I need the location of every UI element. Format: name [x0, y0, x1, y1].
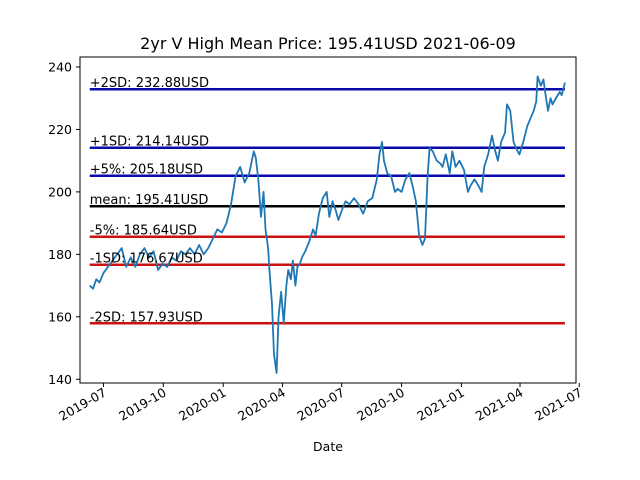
reference-line-label: -5%: 185.64USD	[90, 224, 197, 239]
series-layer	[89, 75, 566, 374]
price-series-line	[89, 75, 566, 374]
y-tick-label: 160	[48, 309, 72, 324]
y-tick-label: 240	[48, 59, 72, 74]
reference-line-label: +5%: 205.18USD	[90, 163, 203, 178]
reference-line-label: -1SD: 176.67USD	[90, 252, 203, 267]
plot-frame	[79, 56, 577, 384]
y-tick-label: 220	[48, 122, 72, 137]
reference-line-label: mean: 195.41USD	[90, 193, 209, 208]
reference-labels: +2SD: 232.88USD +1SD: 214.14USD +5%: 205.1…	[90, 76, 209, 325]
y-tick-label: 200	[48, 184, 72, 199]
y-tick-label: 180	[48, 247, 72, 262]
reference-line-label: -2SD: 157.93USD	[90, 310, 203, 325]
y-axis-ticks: 140 160 180 200 220 240	[48, 59, 80, 387]
reference-lines	[89, 87, 565, 325]
x-axis-label: Date	[313, 439, 343, 454]
reference-line-label: +1SD: 214.14USD	[90, 135, 209, 150]
y-tick-label: 140	[48, 372, 72, 387]
chart-title: 2yr V High Mean Price: 195.41USD 2021-06…	[140, 34, 516, 53]
reference-line-label: +2SD: 232.88USD	[90, 76, 209, 91]
